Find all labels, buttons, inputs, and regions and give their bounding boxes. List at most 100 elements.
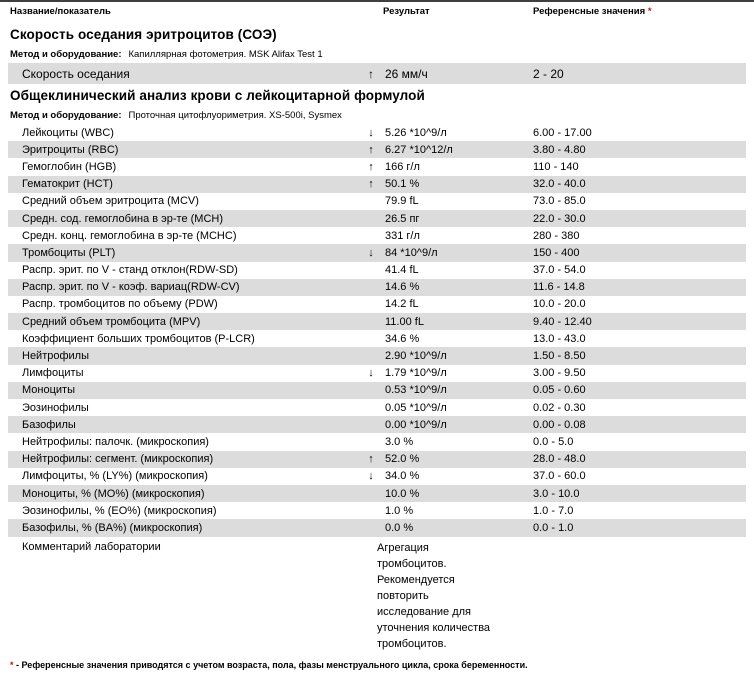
row-result: 14.2 fL bbox=[385, 298, 419, 311]
row-reference: 73.0 - 85.0 bbox=[533, 195, 586, 208]
table-row: Распр. тромбоцитов по объему (PDW) 14.2 f… bbox=[8, 296, 746, 313]
row-name: Скорость оседания bbox=[22, 66, 130, 81]
row-name: Эритроциты (RBC) bbox=[22, 143, 119, 156]
table-row: Распр. эрит. по V - станд отклон(RDW-SD)… bbox=[8, 262, 746, 279]
footnote-asterisk: * bbox=[10, 659, 14, 670]
table-row: Лейкоциты (WBC) ↓ 5.26 *10^9/л 6.00 - 17.00 bbox=[8, 124, 746, 141]
row-name: Распр. эрит. по V - станд отклон(RDW-SD) bbox=[22, 264, 238, 277]
comment-line: тромбоцитов. bbox=[377, 557, 447, 570]
row-name: Средн. сод. гемоглобина в эр-те (MCH) bbox=[22, 212, 224, 225]
table-row: Средн. конц. гемоглобина в эр-те (MCHC) 3… bbox=[8, 227, 746, 244]
row-name: Средний объем эритроцита (MCV) bbox=[22, 195, 199, 208]
cbc-rows: Лейкоциты (WBC) ↓ 5.26 *10^9/л 6.00 - 17.00… bbox=[0, 124, 754, 537]
table-row: Базофилы 0.00 *10^9/л 0.00 - 0.08 bbox=[8, 416, 746, 434]
table-row: Эозинофилы, % (EO%) (микроскопия) 1.0 % 1.… bbox=[8, 502, 746, 519]
arrow-up-icon: ↑ bbox=[368, 178, 374, 191]
arrow-down-icon: ↓ bbox=[368, 126, 374, 139]
method-line-cbc: Метод и оборудование: Проточная цитофлуор… bbox=[10, 110, 754, 122]
table-row: Средний объем тромбоцита (MPV) 11.00 fL 9.… bbox=[8, 313, 746, 331]
row-name: Нейтрофилы: сегмент. (микроскопия) bbox=[22, 453, 214, 466]
table-row: Тромбоциты (PLT) ↓ 84 *10^9/л 150 - 400 bbox=[8, 244, 746, 262]
table-row: Лимфоциты ↓ 1.79 *10^9/л 3.00 - 9.50 bbox=[8, 365, 746, 382]
row-result: 52.0 % bbox=[385, 453, 420, 466]
row-result: 34.0 % bbox=[385, 470, 420, 483]
row-reference: 0.05 - 0.60 bbox=[533, 384, 586, 397]
row-result: 41.4 fL bbox=[385, 264, 419, 277]
row-reference: 3.00 - 9.50 bbox=[533, 367, 586, 380]
method-label: Метод и оборудование: bbox=[10, 49, 122, 60]
table-row: Гематокрит (HCT) ↑ 50.1 % 32.0 - 40.0 bbox=[8, 175, 746, 193]
table-row: Моноциты 0.53 *10^9/л 0.05 - 0.60 bbox=[8, 381, 746, 399]
footnote-text: - Референсные значения приводятся с учет… bbox=[16, 659, 528, 670]
table-row: Моноциты, % (MO%) (микроскопия) 10.0 % 3.0… bbox=[8, 484, 746, 503]
row-result: 331 г/л bbox=[385, 229, 420, 242]
row-name: Базофилы, % (BA%) (микроскопия) bbox=[22, 521, 203, 534]
row-name: Эозинофилы bbox=[22, 401, 89, 414]
table-row: Скорость оседания ↑ 26 мм/ч 2 - 20 bbox=[8, 63, 746, 84]
row-result: 26 мм/ч bbox=[385, 66, 428, 81]
method-label: Метод и оборудование: bbox=[10, 110, 122, 121]
arrow-down-icon: ↓ bbox=[368, 246, 374, 259]
row-reference: 1.0 - 7.0 bbox=[533, 504, 574, 517]
row-result: 1.0 % bbox=[385, 504, 414, 517]
row-name: Гематокрит (HCT) bbox=[22, 178, 113, 191]
row-name: Средн. конц. гемоглобина в эр-те (MCHC) bbox=[22, 229, 237, 242]
row-reference: 1.50 - 8.50 bbox=[533, 350, 586, 363]
row-result: 5.26 *10^9/л bbox=[385, 126, 447, 139]
lab-comment-row: Комментарий лаборатории Агрегация тромбо… bbox=[8, 537, 746, 652]
row-result: 34.6 % bbox=[385, 332, 420, 345]
row-name: Распр. тромбоцитов по объему (PDW) bbox=[22, 298, 218, 311]
row-result: 0.53 *10^9/л bbox=[385, 384, 447, 397]
table-row: Распр. эрит. по V - коэф. вариац(RDW-CV)… bbox=[8, 278, 746, 296]
row-reference: 37.0 - 60.0 bbox=[533, 470, 586, 483]
row-name: Нейтрофилы bbox=[22, 350, 89, 363]
section-title-esr: Скорость оседания эритроцитов (СОЭ) bbox=[10, 27, 277, 42]
row-result: 0.05 *10^9/л bbox=[385, 401, 447, 414]
row-reference: 0.02 - 0.30 bbox=[533, 401, 586, 414]
table-row: Эритроциты (RBC) ↑ 6.27 *10^12/л 3.80 - 4.8… bbox=[8, 141, 746, 159]
row-reference: 150 - 400 bbox=[533, 246, 580, 259]
comment-label: Комментарий лаборатории bbox=[22, 540, 161, 553]
row-result: 79.9 fL bbox=[385, 195, 419, 208]
row-name: Моноциты bbox=[22, 384, 75, 397]
row-result: 1.79 *10^9/л bbox=[385, 367, 447, 380]
row-name: Лимфоциты, % (LY%) (микроскопия) bbox=[22, 470, 208, 483]
arrow-up-icon: ↑ bbox=[368, 143, 374, 156]
table-row: Нейтрофилы 2.90 *10^9/л 1.50 - 8.50 bbox=[8, 347, 746, 365]
table-row: Средний объем эритроцита (MCV) 79.9 fL 73.… bbox=[8, 193, 746, 210]
row-reference: 0.0 - 1.0 bbox=[533, 521, 574, 534]
method-value: Проточная цитофлуориметрия. XS-500i, Sys… bbox=[128, 110, 342, 121]
arrow-up-icon: ↑ bbox=[368, 160, 374, 173]
comment-line: Агрегация bbox=[377, 541, 429, 554]
row-reference: 9.40 - 12.40 bbox=[533, 315, 592, 328]
arrow-down-icon: ↓ bbox=[368, 470, 374, 483]
column-header-reference-label: Референсные значения bbox=[533, 6, 646, 17]
row-reference: 3.80 - 4.80 bbox=[533, 143, 586, 156]
footnote: * - Референсные значения приводятся с уч… bbox=[10, 660, 754, 670]
row-name: Коэффициент больших тромбоцитов (P-LCR) bbox=[22, 332, 255, 345]
comment-line: исследование для bbox=[377, 605, 471, 618]
arrow-up-icon: ↑ bbox=[368, 66, 374, 81]
row-result: 10.0 % bbox=[385, 487, 420, 500]
row-result: 2.90 *10^9/л bbox=[385, 350, 447, 363]
row-name: Моноциты, % (MO%) (микроскопия) bbox=[22, 487, 205, 500]
table-header: Название/показатель Результат Референсны… bbox=[0, 2, 754, 23]
row-reference: 32.0 - 40.0 bbox=[533, 178, 586, 191]
row-reference: 10.0 - 20.0 bbox=[533, 298, 586, 311]
comment-line: повторить bbox=[377, 589, 429, 602]
row-reference: 2 - 20 bbox=[533, 66, 564, 81]
section-title-cbc: Общеклинический анализ крови с лейкоцита… bbox=[10, 88, 425, 103]
row-name: Гемоглобин (HGB) bbox=[22, 160, 117, 173]
table-row: Эозинофилы 0.05 *10^9/л 0.02 - 0.30 bbox=[8, 399, 746, 416]
row-name: Нейтрофилы: палочк. (микроскопия) bbox=[22, 435, 209, 448]
table-row: Лимфоциты, % (LY%) (микроскопия) ↓ 34.0 % 3… bbox=[8, 468, 746, 485]
table-row: Нейтрофилы: палочк. (микроскопия) 3.0 % 0.… bbox=[8, 433, 746, 450]
row-result: 0.0 % bbox=[385, 521, 414, 534]
row-reference: 22.0 - 30.0 bbox=[533, 212, 586, 225]
row-reference: 110 - 140 bbox=[533, 160, 579, 173]
row-reference: 280 - 380 bbox=[533, 229, 580, 242]
table-row: Гемоглобин (HGB) ↑ 166 г/л 110 - 140 bbox=[8, 158, 746, 175]
row-reference: 37.0 - 54.0 bbox=[533, 264, 586, 277]
row-reference: 3.0 - 10.0 bbox=[533, 487, 580, 500]
